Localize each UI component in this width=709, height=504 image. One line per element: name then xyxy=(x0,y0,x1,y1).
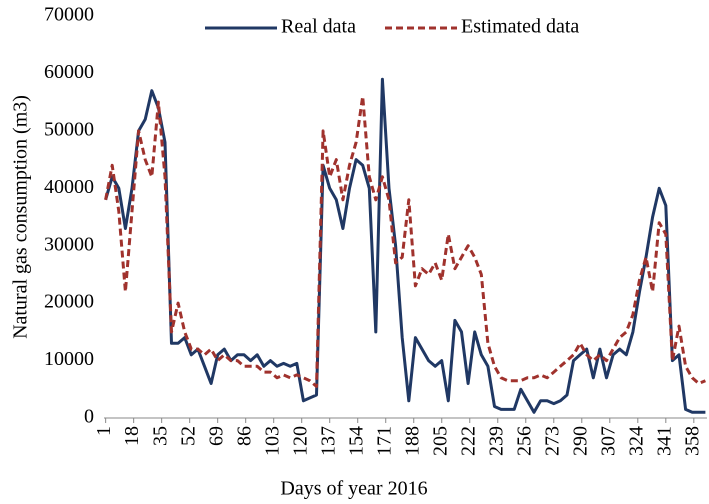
y-tick-label: 50000 xyxy=(44,118,94,140)
series-line xyxy=(104,77,706,414)
x-tick-label: 103 xyxy=(261,426,283,456)
x-axis-title: Days of year 2016 xyxy=(280,478,427,500)
x-tick-label: 35 xyxy=(149,426,171,446)
y-tick-label: 40000 xyxy=(44,176,94,198)
x-tick-label: 341 xyxy=(653,426,675,456)
x-tick-label: 154 xyxy=(345,426,367,456)
y-axis-title: Natural gas consumption (m3) xyxy=(10,95,32,339)
x-tick-label: 256 xyxy=(513,426,535,456)
x-tick-label: 69 xyxy=(205,426,227,446)
y-tick-label: 30000 xyxy=(44,233,94,255)
x-tick-label: 86 xyxy=(233,426,255,446)
y-tick-label: 20000 xyxy=(44,291,94,313)
x-tick-label: 120 xyxy=(289,426,311,456)
y-tick-label: 0 xyxy=(84,406,94,428)
x-tick-label: 188 xyxy=(401,426,423,456)
x-tick-label: 358 xyxy=(681,426,703,456)
x-tick-label: 1 xyxy=(93,426,115,436)
x-tick-label: 52 xyxy=(177,426,199,446)
legend-label: Estimated data xyxy=(461,16,579,38)
x-tick-label: 171 xyxy=(373,426,395,456)
x-tick-label: 18 xyxy=(121,426,143,446)
legend-label: Real data xyxy=(281,16,356,38)
x-tick-label: 205 xyxy=(429,426,451,456)
x-tick-label: 239 xyxy=(485,426,507,456)
series-line xyxy=(104,94,706,388)
y-tick-label: 10000 xyxy=(44,348,94,370)
x-tick-label: 307 xyxy=(597,426,619,456)
x-tick-label: 222 xyxy=(457,426,479,456)
x-tick-label: 290 xyxy=(569,426,591,456)
y-tick-label: 70000 xyxy=(44,4,94,26)
x-tick-label: 137 xyxy=(317,426,339,456)
y-tick-label: 60000 xyxy=(44,61,94,83)
x-tick-label: 324 xyxy=(625,426,647,456)
x-tick-label: 273 xyxy=(541,426,563,456)
